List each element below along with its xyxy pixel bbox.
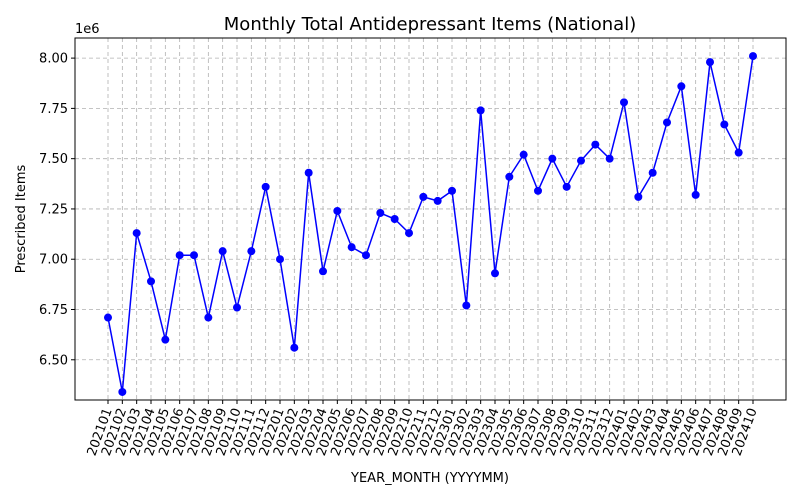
series-line (107, 55, 754, 393)
y-axis-label: Prescribed Items (14, 165, 29, 274)
data-point (419, 192, 428, 201)
data-point (390, 215, 399, 223)
data-point (548, 154, 557, 163)
data-point (319, 267, 327, 276)
data-point (405, 229, 413, 238)
data-point (734, 148, 743, 157)
data-point (276, 255, 284, 264)
data-point (304, 168, 313, 177)
data-point (462, 301, 471, 310)
series-line-group (104, 52, 757, 396)
data-point (147, 277, 155, 286)
data-point (347, 243, 356, 252)
chart-title: Monthly Total Antidepressant Items (Nati… (224, 14, 636, 35)
data-point (448, 186, 456, 195)
data-point (233, 303, 241, 312)
y-tick-label: 7.00 (39, 253, 68, 268)
y-offset-label: 1e6 (75, 22, 100, 37)
data-point (505, 172, 514, 181)
data-point (677, 82, 686, 91)
data-point (362, 251, 370, 260)
data-point (620, 98, 628, 107)
data-point (591, 140, 600, 149)
data-point (290, 343, 299, 352)
data-point (562, 182, 571, 191)
data-point (132, 229, 141, 238)
data-point (104, 313, 112, 322)
data-point (577, 156, 585, 165)
data-point (706, 58, 714, 67)
data-point (190, 251, 198, 260)
data-point (648, 168, 657, 177)
data-point (534, 186, 542, 195)
data-point (218, 247, 227, 256)
y-tick-label: 7.50 (39, 152, 68, 167)
data-point (175, 251, 184, 260)
data-point (491, 269, 499, 278)
data-point (634, 192, 643, 201)
plot-frame (74, 37, 787, 401)
y-tick-label: 8.00 (39, 52, 68, 67)
data-point (476, 106, 485, 115)
data-point (118, 387, 127, 396)
data-point (433, 196, 442, 205)
y-tick-label: 6.75 (39, 303, 68, 318)
data-point (720, 120, 729, 129)
data-point (261, 182, 270, 191)
y-tick-label: 7.25 (39, 202, 68, 217)
data-point (605, 154, 614, 163)
y-tick-label: 6.50 (39, 353, 68, 368)
y-axis: 6.50 6.75 7.00 7.25 7.50 7.75 8.00 (39, 52, 75, 368)
data-point (204, 313, 213, 322)
data-point (247, 247, 256, 256)
data-point (663, 118, 671, 127)
data-point (161, 335, 170, 344)
data-point (519, 150, 528, 159)
data-point (376, 208, 385, 217)
data-point (333, 206, 342, 215)
x-axis: 2021012021022021032021042021052021062021… (85, 400, 761, 458)
data-point (691, 190, 700, 199)
data-point (749, 52, 757, 61)
x-axis-label: YEAR_MONTH (YYYYMM) (350, 471, 509, 486)
y-tick-label: 7.75 (39, 102, 68, 117)
